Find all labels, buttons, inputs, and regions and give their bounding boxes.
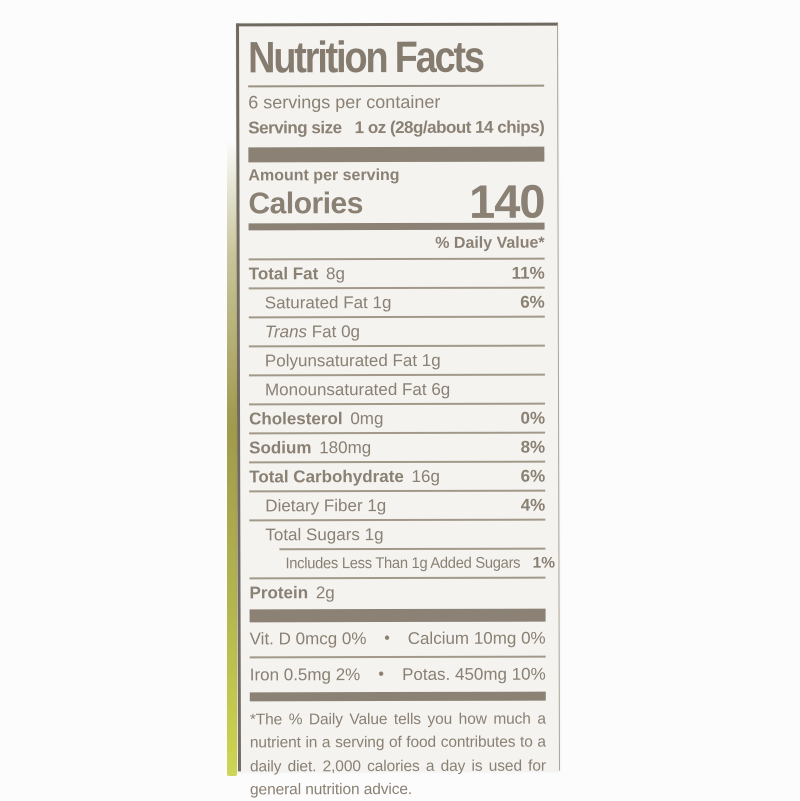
title-divider: [248, 84, 545, 88]
nutrient-row-dietary-fiber: Dietary Fiber 1g 4%: [249, 489, 546, 520]
potassium-value: Potas. 450mg 10%: [402, 664, 546, 684]
nutrient-row-polyunsaturated-fat: Polyunsaturated Fat 1g: [248, 344, 545, 375]
serving-size-label: Serving size: [248, 118, 342, 138]
bullet-separator: •: [384, 630, 390, 648]
bullet-separator: •: [378, 666, 384, 684]
nutrient-row-monounsaturated-fat: Monounsaturated Fat 6g: [248, 373, 546, 404]
thick-divider-top: [248, 146, 545, 163]
daily-value-header: % Daily Value*: [435, 234, 545, 252]
nutrient-row-total-fat: Total Fat 8g 11%: [248, 257, 545, 288]
calcium-value: Calcium 10mg 0%: [407, 628, 546, 648]
iron-value: Iron 0.5mg 2%: [249, 665, 361, 685]
calories-row: Calories 140: [248, 174, 545, 228]
serving-size-value: 1 oz (28g/about 14 chips): [354, 117, 545, 138]
nutrient-row-total-carbohydrate: Total Carbohydrate 16g 6%: [249, 460, 546, 491]
label-title: Nutrition Facts: [248, 32, 483, 83]
nutrient-row-saturated-fat: Saturated Fat 1g 6%: [248, 286, 545, 317]
serving-size-row: Serving size 1 oz (28g/about 14 chips): [248, 115, 544, 141]
thick-divider-protein: [249, 608, 546, 623]
nutrient-row-added-sugars: Includes Less Than 1g Added Sugars 1%: [279, 547, 555, 578]
nutrition-facts-label: Nutrition Facts 6 servings per container…: [236, 22, 560, 798]
servings-per-container: 6 servings per container: [248, 91, 441, 113]
vitamin-d-value: Vit. D 0mcg 0%: [249, 629, 367, 649]
vitamin-row-2: Iron 0.5mg 2% • Potas. 450mg 10%: [249, 655, 546, 693]
vitamin-row-1: Vit. D 0mcg 0% • Calcium 10mg 0%: [250, 622, 546, 657]
nutrient-row-sodium: Sodium 180mg 8%: [249, 431, 546, 462]
nutrient-row-total-sugars: Total Sugars 1g: [249, 518, 546, 549]
package-edge-strip: [227, 140, 237, 776]
nutrient-row-protein: Protein 2g: [249, 576, 546, 610]
calories-label: Calories: [248, 187, 363, 221]
calories-value: 140: [468, 174, 545, 228]
daily-value-footnote: *The % Daily Value tells you how much a …: [249, 710, 546, 799]
nutrient-row-trans-fat: Trans Fat 0g: [248, 315, 545, 346]
nutrient-row-cholesterol: Cholesterol 0mg 0%: [249, 402, 546, 433]
